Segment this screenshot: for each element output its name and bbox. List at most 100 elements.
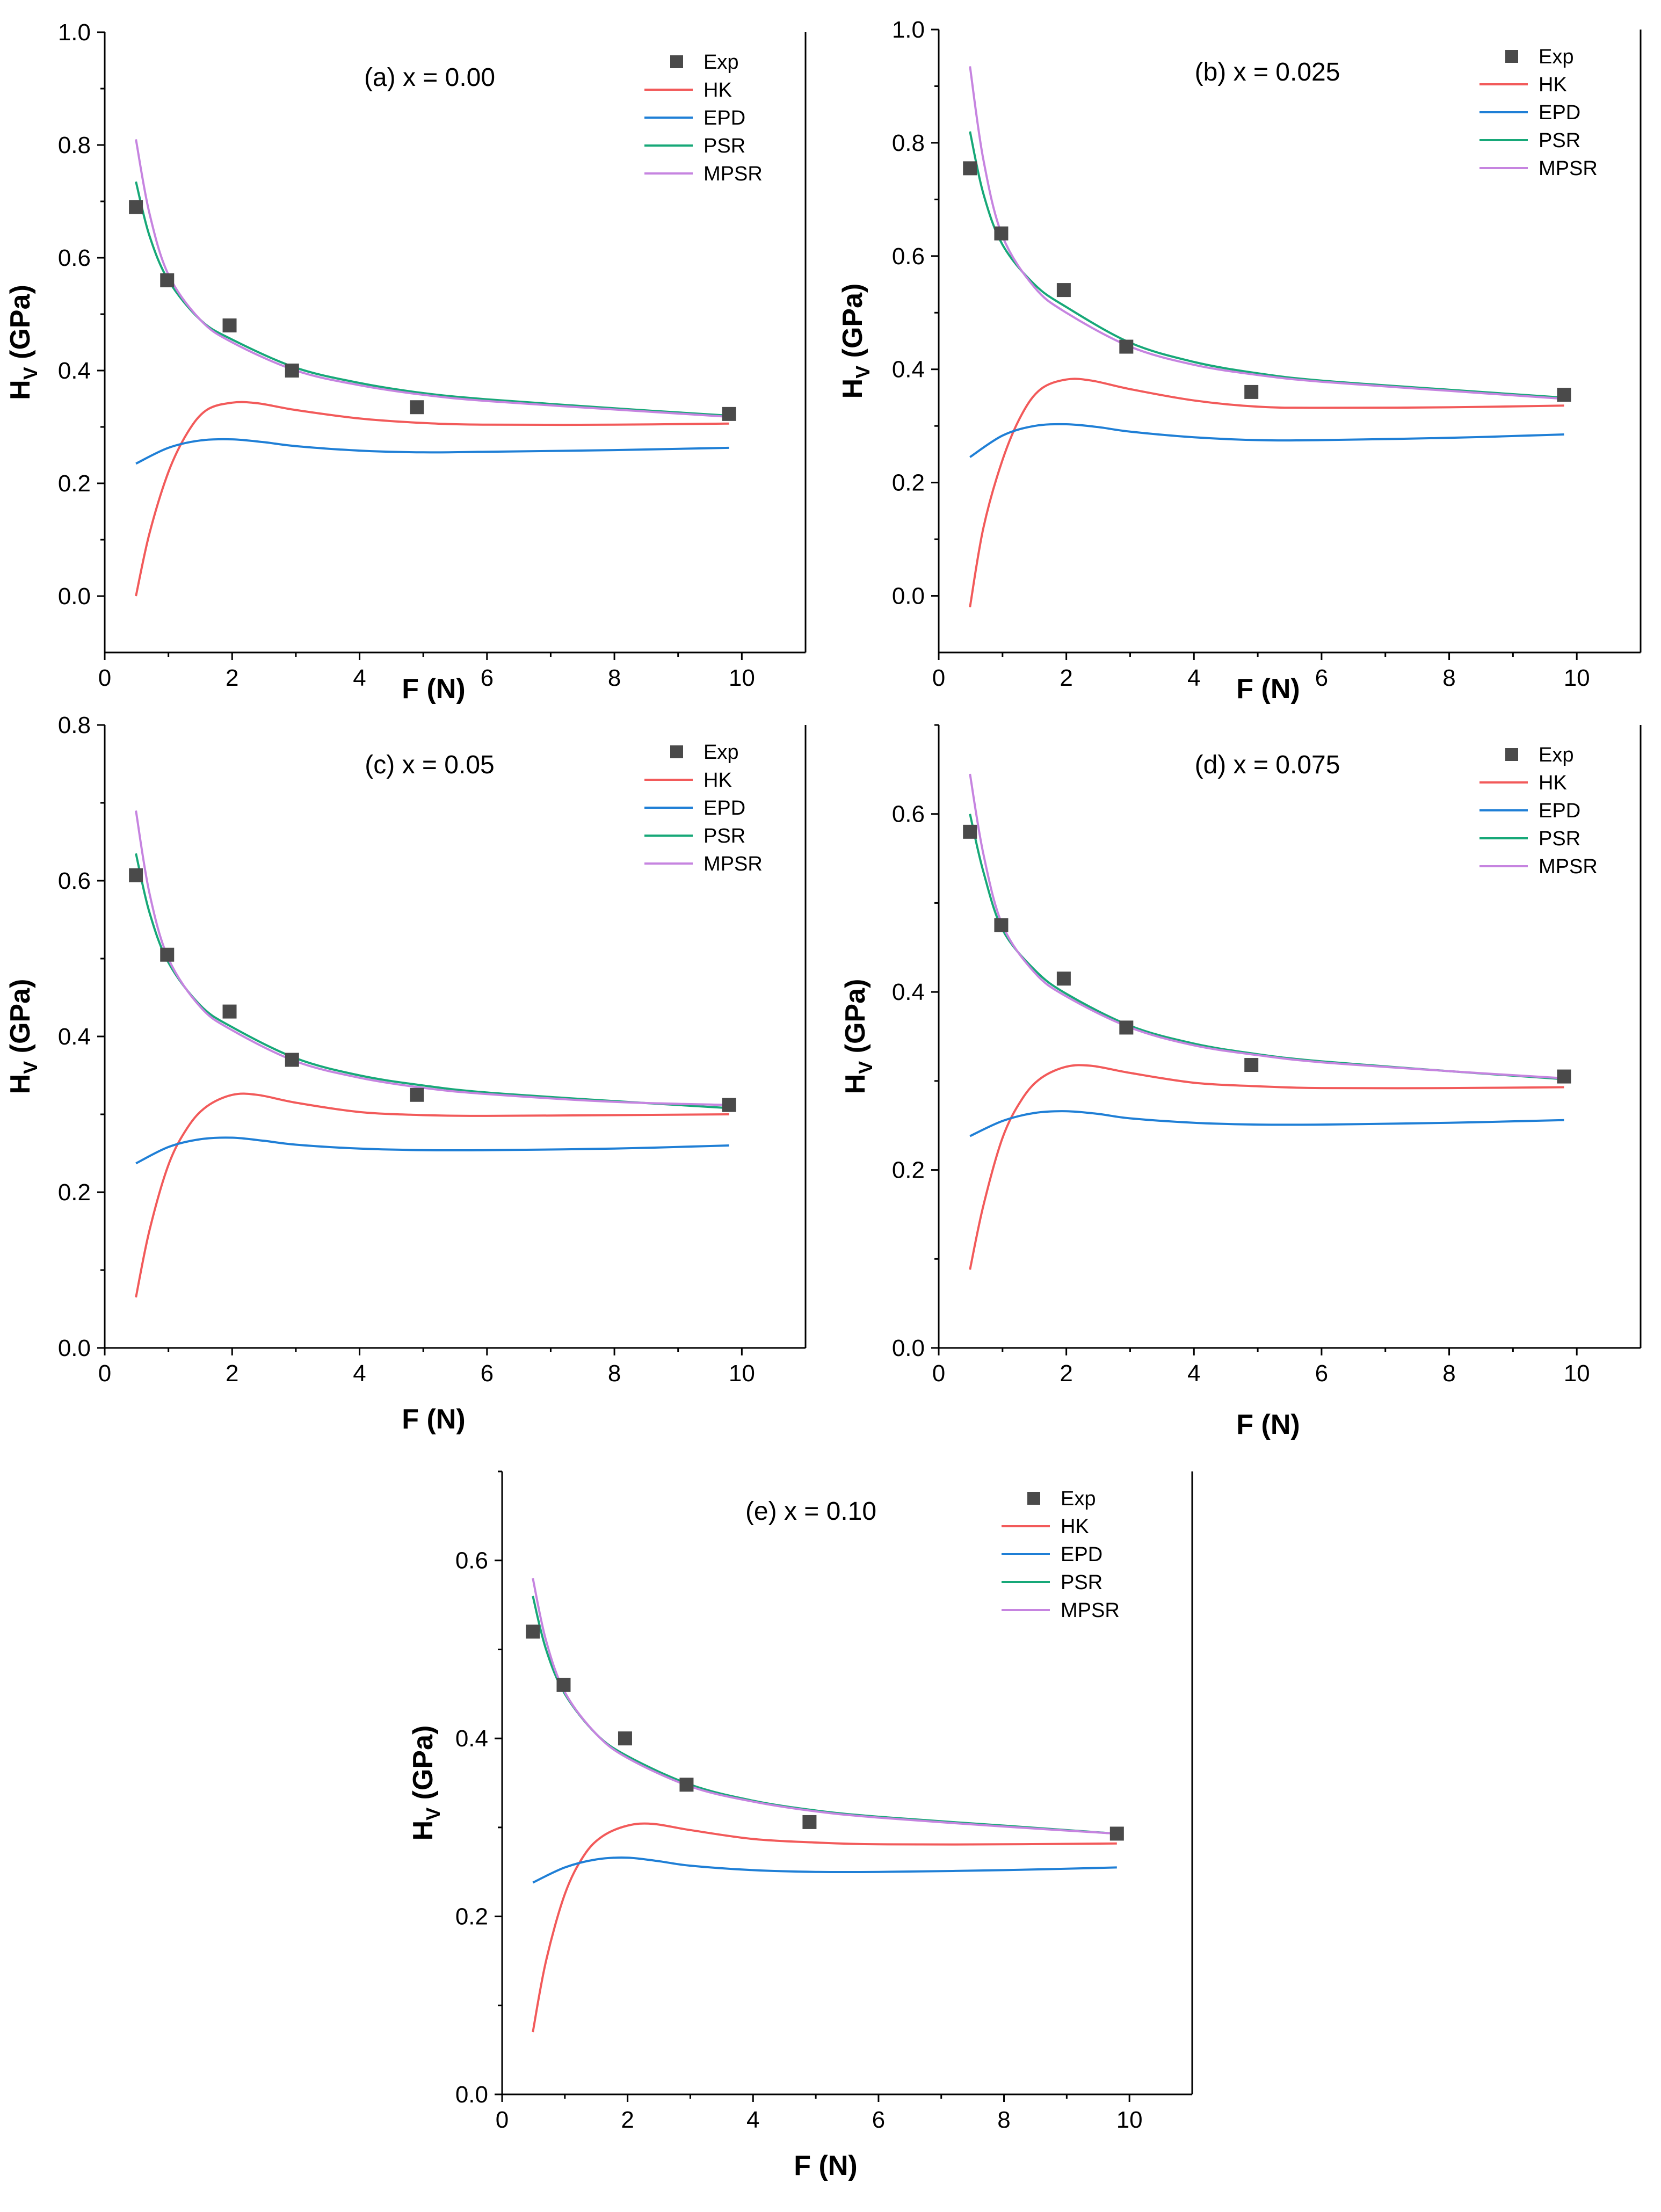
y-axis-title-sub: V bbox=[422, 1808, 444, 1821]
series-line-epd bbox=[135, 1136, 729, 1165]
legend-label-hk: HK bbox=[1539, 74, 1567, 96]
x-tick-label: 2 bbox=[226, 665, 238, 691]
exp-point bbox=[994, 226, 1009, 241]
legend-label-hk: HK bbox=[703, 79, 732, 101]
x-tick-label: 2 bbox=[1060, 1360, 1072, 1387]
x-axis-title: F (N) bbox=[794, 2150, 857, 2181]
exp-point bbox=[526, 1624, 540, 1639]
y-axis-title: HV (GPa) bbox=[837, 284, 874, 399]
panel-title: (a) x = 0.00 bbox=[364, 63, 495, 92]
y-tick-label: 0.8 bbox=[58, 132, 91, 158]
x-tick-label: 10 bbox=[1564, 665, 1590, 691]
exp-point bbox=[160, 273, 175, 287]
legend-label-epd: EPD bbox=[1539, 101, 1580, 124]
exp-point bbox=[679, 1778, 694, 1792]
legend: Exp HK EPD PSR MPSR bbox=[1479, 46, 1598, 180]
y-tick-label: 1.0 bbox=[58, 19, 91, 46]
exp-point bbox=[722, 407, 736, 421]
y-tick-label: 0.0 bbox=[455, 2082, 488, 2108]
legend-label-mpsr: MPSR bbox=[1061, 1599, 1120, 1622]
x-tick-label: 8 bbox=[1442, 1360, 1455, 1387]
y-axis-title-unit: (GPa) bbox=[837, 284, 868, 366]
exp-point bbox=[1557, 388, 1571, 402]
y-axis-title-main: H bbox=[5, 380, 36, 400]
exp-point bbox=[963, 824, 977, 839]
legend-label-mpsr: MPSR bbox=[703, 853, 763, 875]
y-axis-title: HV (GPa) bbox=[5, 285, 41, 400]
legend-label-mpsr: MPSR bbox=[1539, 855, 1598, 878]
series-line-hk bbox=[969, 1064, 1564, 1270]
panel-title: (d) x = 0.075 bbox=[1195, 751, 1340, 779]
y-axis-title-unit: (GPa) bbox=[5, 979, 36, 1061]
y-axis-title-main: H bbox=[5, 1074, 36, 1094]
y-axis-title-unit: (GPa) bbox=[840, 979, 871, 1061]
y-axis-title-unit: (GPa) bbox=[408, 1725, 439, 1808]
y-tick-label: 0.6 bbox=[892, 801, 925, 828]
exp-point bbox=[285, 364, 299, 378]
x-tick-label: 0 bbox=[496, 2107, 509, 2133]
exp-point bbox=[222, 1004, 237, 1019]
series-line-psr bbox=[969, 814, 1564, 1080]
exp-point bbox=[129, 868, 143, 882]
y-tick-label: 0.4 bbox=[892, 357, 925, 383]
exp-point bbox=[1119, 339, 1134, 354]
series-line-epd bbox=[135, 438, 729, 465]
legend-label-hk: HK bbox=[1539, 772, 1567, 794]
series-line-mpsr bbox=[532, 1578, 1117, 1835]
panel-title: (b) x = 0.025 bbox=[1195, 58, 1340, 86]
y-axis-title-main: H bbox=[837, 379, 868, 399]
legend-label-exp: Exp bbox=[703, 741, 738, 764]
x-tick-label: 0 bbox=[98, 1360, 111, 1387]
y-tick-label: 0.8 bbox=[892, 130, 925, 156]
series-line-hk bbox=[532, 1822, 1117, 2033]
y-tick-label: 0.6 bbox=[892, 243, 925, 270]
legend: Exp HK EPD PSR MPSR bbox=[1479, 744, 1598, 878]
y-axis-title-sub: V bbox=[19, 367, 41, 380]
x-tick-label: 8 bbox=[997, 2107, 1010, 2133]
x-tick-label: 6 bbox=[1315, 665, 1328, 691]
y-tick-label: 0.0 bbox=[892, 1335, 925, 1361]
y-tick-label: 1.0 bbox=[892, 17, 925, 43]
series-line-hk bbox=[135, 401, 729, 597]
y-tick-label: 0.4 bbox=[892, 979, 925, 1005]
exp-point bbox=[802, 1815, 817, 1829]
series-line-psr bbox=[969, 131, 1564, 399]
y-tick-label: 0.4 bbox=[455, 1725, 488, 1752]
exp-point bbox=[963, 161, 977, 176]
series-line-psr bbox=[135, 853, 729, 1109]
legend-label-epd: EPD bbox=[1539, 800, 1580, 822]
legend-label-psr: PSR bbox=[1539, 129, 1580, 152]
y-tick-label: 0.4 bbox=[58, 1024, 91, 1050]
x-axis-title: F (N) bbox=[1236, 1409, 1300, 1440]
y-tick-label: 0.2 bbox=[58, 1179, 91, 1206]
x-tick-label: 2 bbox=[621, 2107, 634, 2133]
series-line-psr bbox=[135, 181, 729, 417]
x-tick-label: 6 bbox=[872, 2107, 885, 2133]
y-tick-label: 0.2 bbox=[892, 1157, 925, 1184]
legend-label-epd: EPD bbox=[1061, 1543, 1103, 1566]
legend-label-psr: PSR bbox=[703, 135, 745, 157]
legend-label-psr: PSR bbox=[1539, 828, 1580, 850]
x-tick-label: 8 bbox=[608, 1360, 621, 1387]
legend-marker-exp bbox=[1027, 1492, 1040, 1505]
x-tick-label: 6 bbox=[1315, 1360, 1328, 1387]
exp-point bbox=[129, 200, 143, 214]
x-tick-label: 2 bbox=[226, 1360, 238, 1387]
panel-title: (e) x = 0.10 bbox=[745, 1497, 876, 1526]
y-axis-title-sub: V bbox=[19, 1061, 41, 1074]
legend-label-mpsr: MPSR bbox=[703, 163, 763, 185]
y-axis-title-unit: (GPa) bbox=[5, 285, 36, 367]
x-axis-title: F (N) bbox=[402, 673, 465, 705]
exp-point bbox=[1056, 283, 1071, 298]
legend-marker-exp bbox=[670, 745, 683, 758]
exp-point bbox=[618, 1731, 632, 1746]
x-tick-label: 4 bbox=[353, 665, 366, 691]
x-tick-label: 6 bbox=[481, 665, 494, 691]
series-line-mpsr bbox=[135, 810, 729, 1106]
legend-label-mpsr: MPSR bbox=[1539, 157, 1598, 180]
exp-point bbox=[222, 318, 237, 332]
exp-point bbox=[1244, 385, 1259, 399]
series-line-mpsr bbox=[135, 139, 729, 418]
legend: Exp HK EPD PSR MPSR bbox=[1002, 1488, 1120, 1622]
x-tick-label: 0 bbox=[98, 665, 111, 691]
